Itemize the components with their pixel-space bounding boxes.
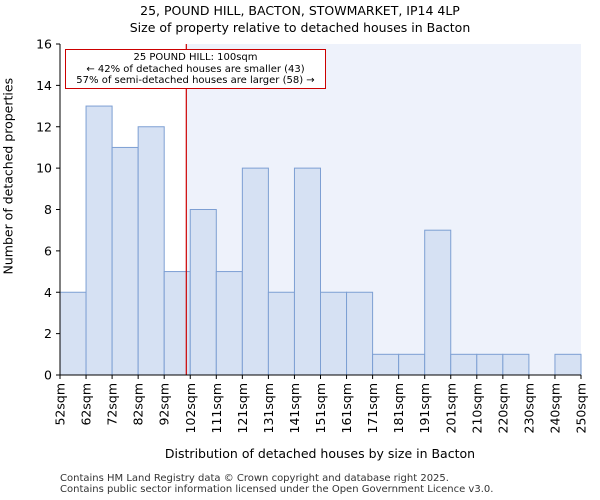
chart-title: 25, POUND HILL, BACTON, STOWMARKET, IP14… xyxy=(140,3,460,18)
x-axis-label: Distribution of detached houses by size … xyxy=(164,446,476,461)
footer-line-2: Contains public sector information licen… xyxy=(60,484,494,495)
y-tick-label-16: 16 xyxy=(36,37,52,52)
x-tick-label-191sqm: 191sqm xyxy=(417,383,432,433)
x-tick-label-171sqm: 171sqm xyxy=(365,383,380,433)
x-tick-label-52sqm: 52sqm xyxy=(53,383,68,426)
annotation-line-3: 57% of semi-detached houses are larger (… xyxy=(76,75,315,86)
x-tick-label-62sqm: 62sqm xyxy=(79,383,94,426)
y-tick-label-0: 0 xyxy=(44,368,52,383)
bar-121sqm xyxy=(241,167,269,376)
x-tick-label-151sqm: 151sqm xyxy=(313,383,328,433)
x-tick-label-141sqm: 141sqm xyxy=(287,383,302,433)
bar-141sqm xyxy=(293,167,322,376)
chart-subtitle: Size of property relative to detached ho… xyxy=(129,20,471,35)
x-tick-label-181sqm: 181sqm xyxy=(391,383,406,433)
x-tick-label-250sqm: 250sqm xyxy=(574,383,589,433)
bar-161sqm xyxy=(346,291,374,376)
bar-240sqm xyxy=(554,353,582,376)
bar-191sqm xyxy=(424,229,452,376)
x-tick-label-82sqm: 82sqm xyxy=(131,383,146,426)
y-tick-label-8: 8 xyxy=(44,202,52,217)
x-tick-label-102sqm: 102sqm xyxy=(183,383,198,433)
y-tick-label-12: 12 xyxy=(36,119,52,134)
bar-181sqm xyxy=(398,353,426,376)
annotation-box: 25 POUND HILL: 100sqm ← 42% of detached … xyxy=(65,49,326,89)
y-tick-label-2: 2 xyxy=(44,326,52,341)
x-tick-label-121sqm: 121sqm xyxy=(235,383,250,433)
x-tick-label-111sqm: 111sqm xyxy=(209,383,224,433)
x-tick-label-210sqm: 210sqm xyxy=(469,383,484,433)
annotation-line-2: ← 42% of detached houses are smaller (43… xyxy=(86,63,305,75)
x-tick-label-161sqm: 161sqm xyxy=(339,383,354,433)
x-tick-label-201sqm: 201sqm xyxy=(443,383,458,433)
bar-72sqm xyxy=(111,146,139,376)
bar-111sqm xyxy=(215,271,243,376)
footer-line-1: Contains HM Land Registry data © Crown c… xyxy=(60,473,449,484)
x-tick-label-92sqm: 92sqm xyxy=(157,383,172,426)
x-tick-label-72sqm: 72sqm xyxy=(105,383,120,426)
bar-201sqm xyxy=(450,353,478,376)
bar-220sqm xyxy=(502,353,530,376)
x-tick-label-220sqm: 220sqm xyxy=(495,383,510,433)
y-tick-label-10: 10 xyxy=(36,161,52,176)
x-tick-label-240sqm: 240sqm xyxy=(547,383,562,433)
bar-210sqm xyxy=(476,353,504,376)
y-tick-label-6: 6 xyxy=(44,243,52,258)
y-tick-label-4: 4 xyxy=(44,285,52,300)
bar-151sqm xyxy=(320,291,348,376)
y-tick-label-14: 14 xyxy=(36,78,52,93)
annotation-line-1: 25 POUND HILL: 100sqm xyxy=(133,52,258,63)
bar-62sqm xyxy=(85,105,113,376)
x-tick-label-230sqm: 230sqm xyxy=(521,383,536,433)
bar-82sqm xyxy=(137,126,165,376)
bar-52sqm xyxy=(59,291,87,376)
bar-131sqm xyxy=(267,291,295,376)
x-tick-label-131sqm: 131sqm xyxy=(261,383,276,433)
bar-171sqm xyxy=(372,353,400,376)
bar-102sqm xyxy=(189,209,217,376)
